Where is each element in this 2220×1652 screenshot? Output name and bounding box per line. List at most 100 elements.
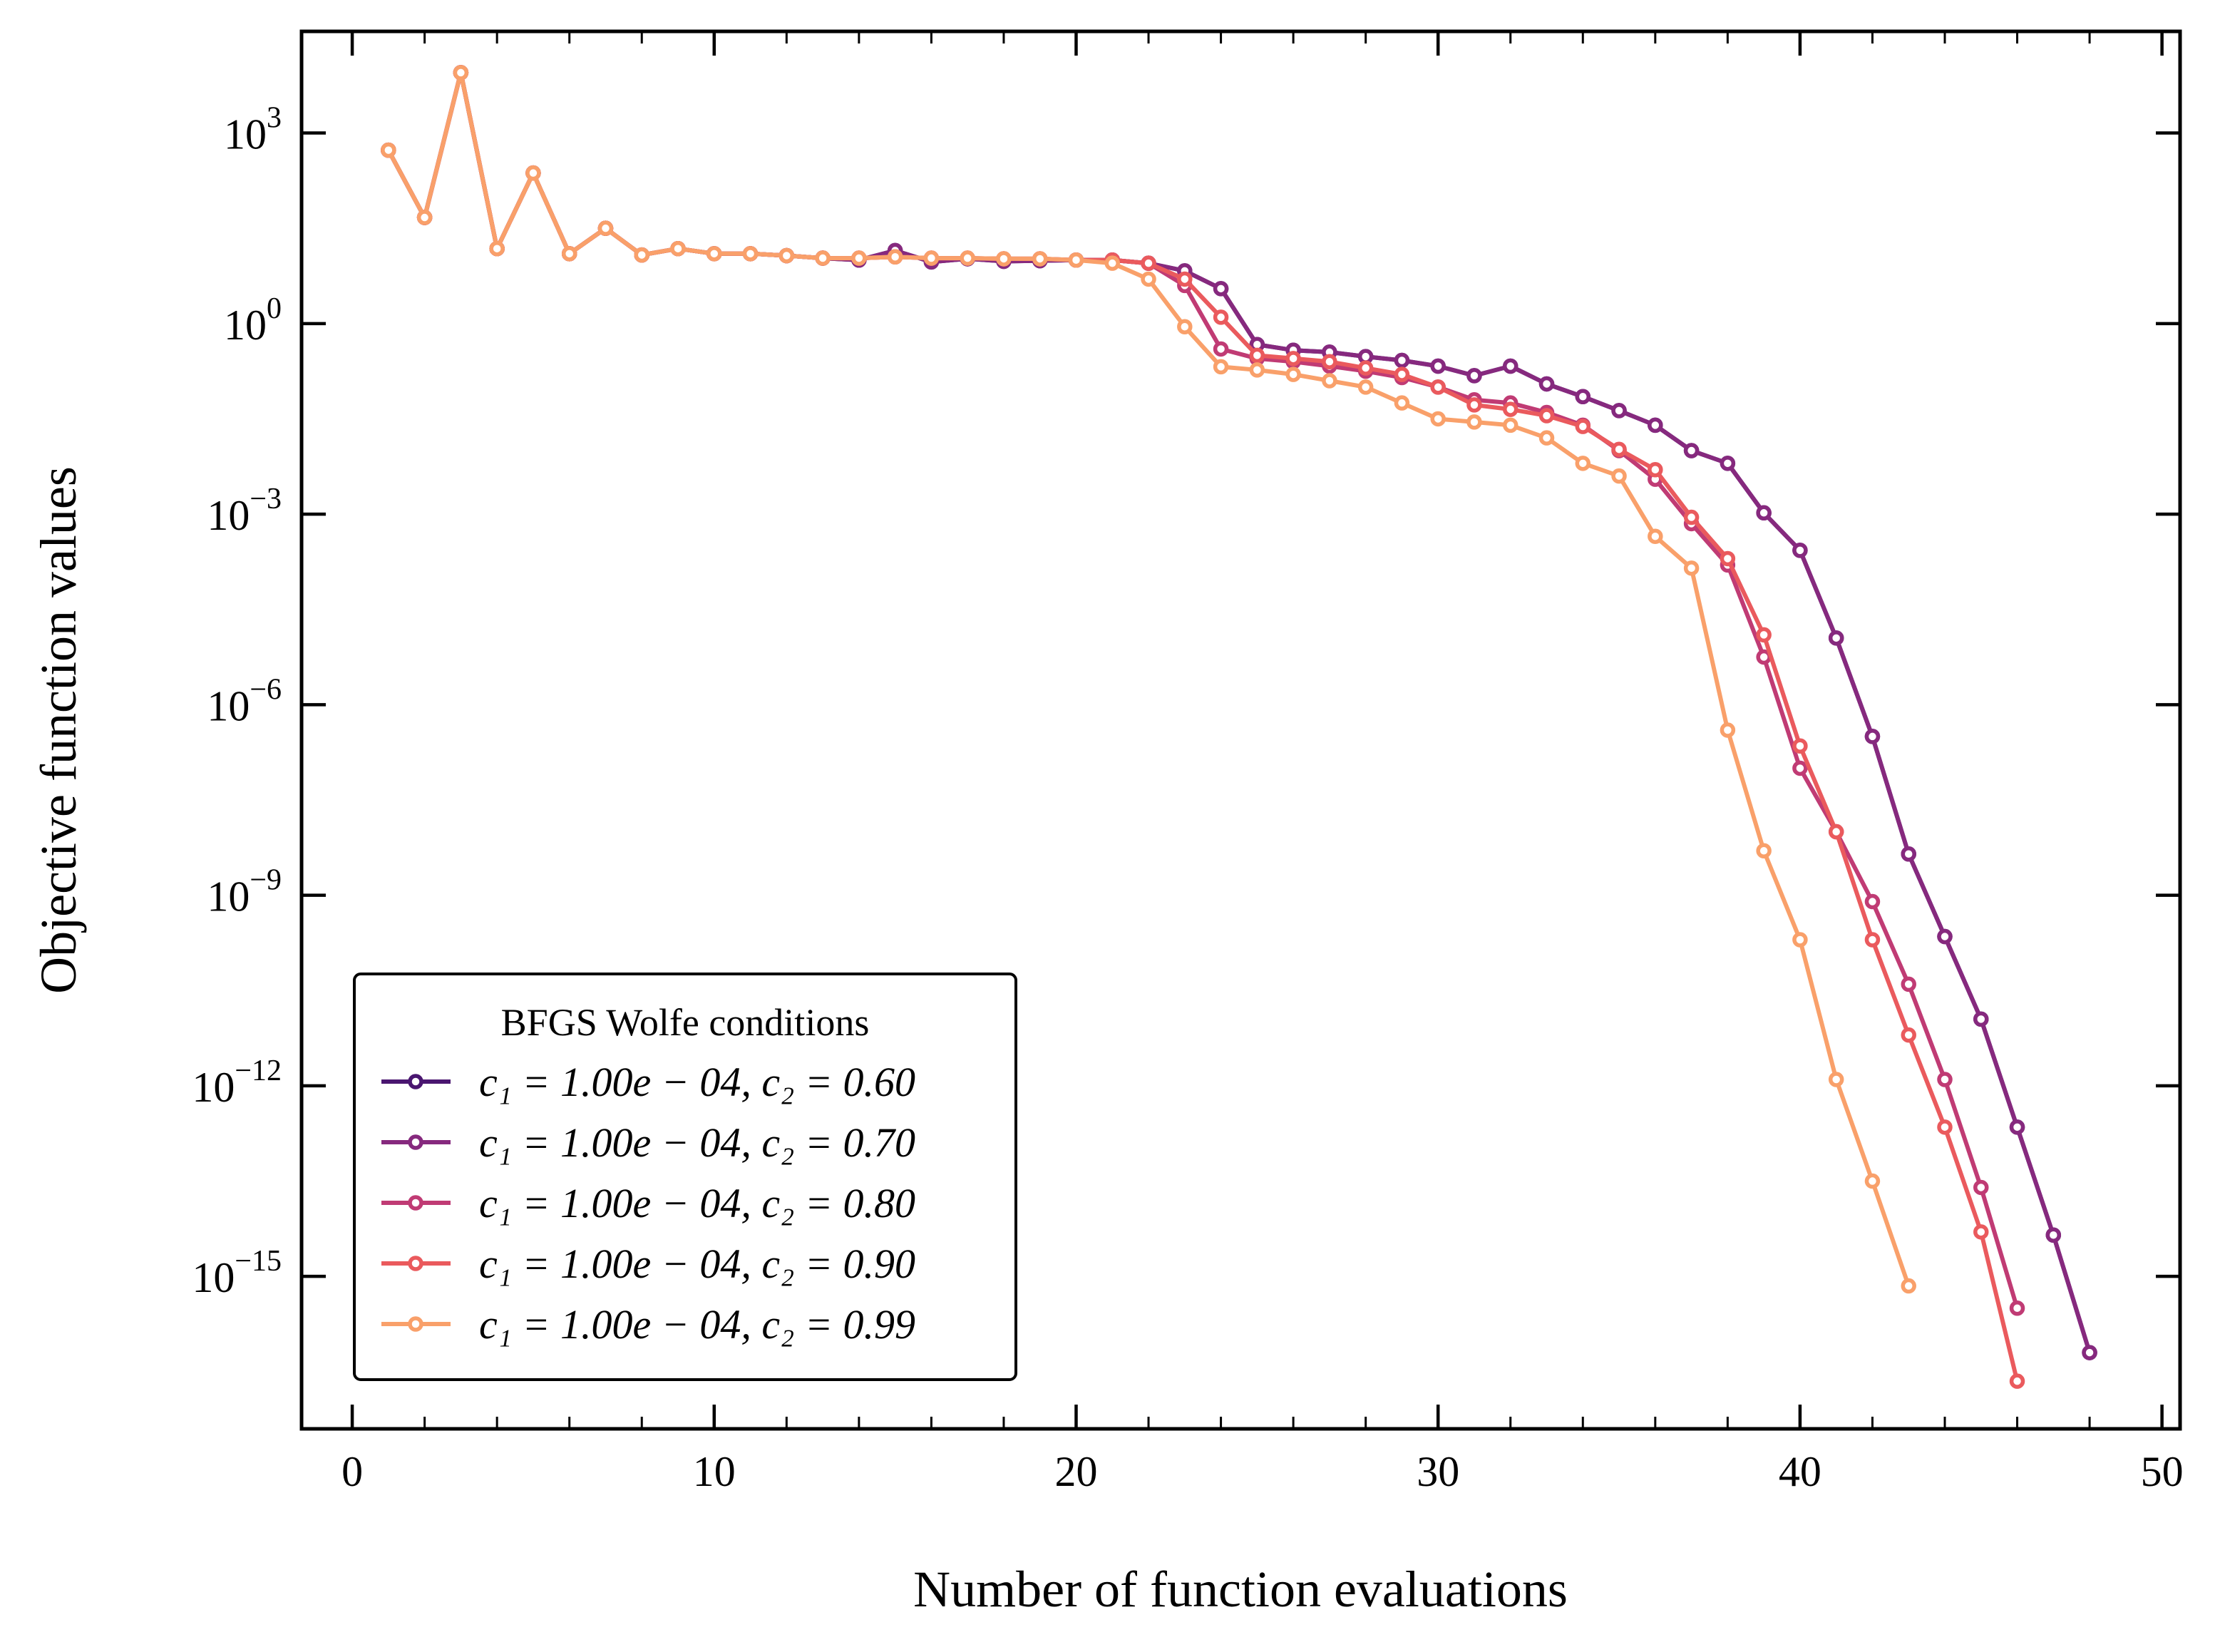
y-tick-label: 100 bbox=[224, 292, 282, 349]
data-point bbox=[1430, 411, 1446, 427]
data-point bbox=[1141, 255, 1156, 271]
legend-item: c₁ = 1.00e − 04, c₂ = 0.70 bbox=[381, 1119, 915, 1166]
y-tick-label: 10−3 bbox=[207, 483, 282, 539]
legend-item: c₁ = 1.00e − 04, c₂ = 0.80 bbox=[381, 1180, 915, 1226]
x-axis-label: Number of function evaluations bbox=[913, 1561, 1568, 1618]
data-point bbox=[1720, 722, 1736, 738]
data-point bbox=[1683, 509, 1700, 525]
y-tick-label: 10−9 bbox=[207, 864, 282, 920]
data-point bbox=[1068, 252, 1084, 268]
data-point bbox=[1828, 630, 1844, 646]
legend-swatch-marker bbox=[408, 1074, 423, 1089]
data-point bbox=[1394, 366, 1410, 382]
data-point bbox=[1104, 255, 1121, 271]
legend-label: c₁ = 1.00e − 04, c₂ = 0.90 bbox=[479, 1241, 915, 1287]
data-point bbox=[1466, 397, 1482, 413]
data-point bbox=[1864, 729, 1881, 744]
data-point bbox=[1502, 401, 1518, 417]
data-point bbox=[1901, 1278, 1916, 1294]
data-point bbox=[1973, 1011, 1989, 1027]
data-point bbox=[1032, 251, 1048, 267]
y-tick-label: 10−15 bbox=[192, 1245, 282, 1301]
data-point bbox=[1394, 395, 1410, 411]
data-point bbox=[1792, 738, 1808, 754]
y-tick-label: 10−6 bbox=[207, 673, 282, 729]
data-point bbox=[1177, 271, 1193, 287]
data-point bbox=[1937, 928, 1953, 945]
data-point bbox=[1756, 505, 1772, 521]
data-point bbox=[1249, 362, 1265, 378]
x-tick-label: 50 bbox=[2141, 1448, 2184, 1495]
legend-swatch-marker bbox=[408, 1134, 423, 1150]
data-point bbox=[2045, 1227, 2062, 1243]
data-point bbox=[1901, 846, 1916, 862]
data-point bbox=[1213, 281, 1229, 297]
data-point bbox=[561, 246, 577, 262]
data-point bbox=[1285, 351, 1301, 366]
data-point bbox=[1828, 1072, 1844, 1087]
data-point bbox=[1502, 358, 1518, 374]
data-point bbox=[1249, 347, 1265, 364]
y-tick-label: 10−12 bbox=[192, 1055, 282, 1111]
data-point bbox=[1575, 419, 1591, 434]
data-point bbox=[1285, 366, 1301, 382]
legend-label: c₁ = 1.00e − 04, c₂ = 0.80 bbox=[479, 1180, 915, 1226]
data-point bbox=[778, 247, 795, 264]
legend-label: c₁ = 1.00e − 04, c₂ = 0.70 bbox=[479, 1119, 915, 1166]
data-point bbox=[1611, 468, 1627, 484]
data-point bbox=[1937, 1072, 1953, 1087]
data-point bbox=[525, 165, 541, 181]
x-tick-label: 10 bbox=[693, 1448, 736, 1495]
data-point bbox=[1864, 1173, 1881, 1189]
data-point bbox=[1611, 441, 1627, 457]
data-point bbox=[1864, 932, 1881, 948]
legend-item: c₁ = 1.00e − 04, c₂ = 0.60 bbox=[381, 1059, 915, 1105]
data-point bbox=[1792, 760, 1808, 776]
legend-swatch-marker bbox=[408, 1316, 423, 1332]
data-point bbox=[1683, 443, 1700, 458]
data-point bbox=[1213, 341, 1229, 357]
series-layer bbox=[381, 65, 2097, 1389]
data-point bbox=[1466, 368, 1482, 384]
x-tick-label: 30 bbox=[1417, 1448, 1459, 1495]
data-point bbox=[1177, 319, 1193, 335]
data-point bbox=[1792, 932, 1808, 948]
legend-items: c₁ = 1.00e − 04, c₂ = 0.60 c₁ = 1.00e − 0… bbox=[381, 1059, 915, 1348]
data-point bbox=[1575, 456, 1591, 471]
data-point bbox=[1394, 352, 1410, 369]
data-point bbox=[1864, 893, 1881, 910]
data-point bbox=[1357, 360, 1374, 376]
data-point bbox=[1648, 417, 1663, 433]
data-point bbox=[1430, 379, 1446, 395]
data-point bbox=[381, 142, 396, 158]
data-point bbox=[1720, 550, 1736, 567]
data-point bbox=[742, 246, 759, 262]
data-point bbox=[1141, 271, 1156, 287]
legend-swatch-marker bbox=[408, 1256, 423, 1271]
legend-title: BFGS Wolfe conditions bbox=[501, 1001, 870, 1044]
data-point bbox=[1683, 560, 1700, 576]
x-tick-labels: 0 10 20 30 40 50 bbox=[341, 1448, 2184, 1495]
data-point bbox=[453, 65, 469, 81]
data-point bbox=[489, 240, 505, 257]
legend-box bbox=[353, 973, 1017, 1381]
data-point bbox=[2009, 1300, 2025, 1316]
data-point bbox=[1756, 627, 1772, 643]
data-point bbox=[1213, 309, 1229, 325]
data-point bbox=[1538, 430, 1555, 446]
data-point bbox=[1828, 824, 1844, 840]
data-point bbox=[634, 247, 649, 263]
data-point bbox=[1901, 1027, 1916, 1043]
legend-label: c₁ = 1.00e − 04, c₂ = 0.60 bbox=[479, 1059, 915, 1105]
data-point bbox=[1357, 379, 1374, 395]
legend-item: c₁ = 1.00e − 04, c₂ = 0.90 bbox=[381, 1241, 915, 1287]
data-point bbox=[2082, 1345, 2097, 1360]
data-point bbox=[1937, 1119, 1953, 1135]
data-point bbox=[1648, 528, 1663, 545]
x-tick-label: 20 bbox=[1054, 1448, 1097, 1495]
data-point bbox=[1973, 1224, 1989, 1240]
data-point bbox=[960, 250, 975, 266]
series-5 bbox=[381, 65, 1916, 1294]
x-tick-label: 40 bbox=[1779, 1448, 1821, 1495]
